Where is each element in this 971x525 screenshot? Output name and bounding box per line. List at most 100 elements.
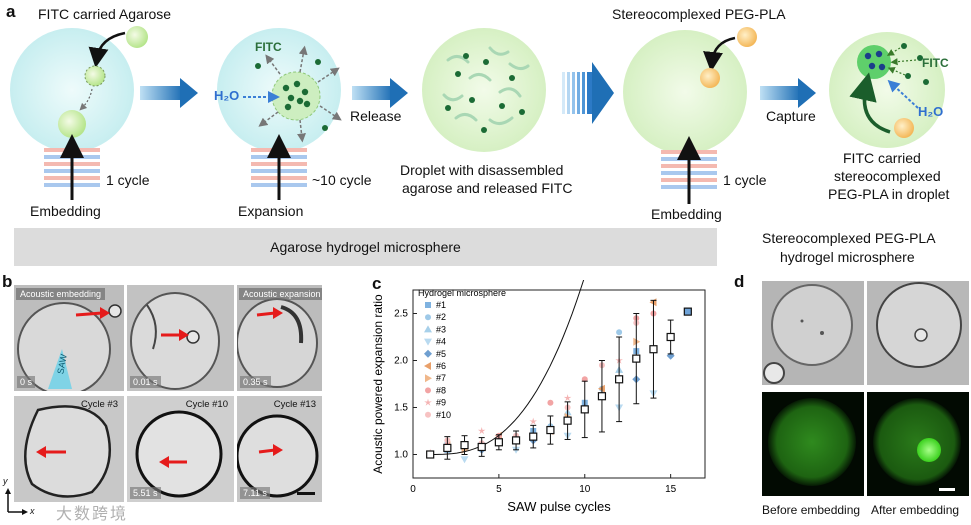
cycle-13: Cycle #13 [273, 399, 316, 410]
data-point-series-9 [529, 417, 537, 425]
legend-label-3: #3 [436, 324, 446, 334]
legend-marker-2 [425, 314, 431, 321]
x-axis-label: SAW pulse cycles [507, 499, 611, 514]
x-tick-label: 10 [579, 484, 591, 495]
photo-b2: 0.01 s [127, 285, 234, 391]
legend-marker-3 [424, 325, 432, 333]
mean-marker [529, 432, 538, 441]
mean-marker [597, 392, 607, 401]
legend-title: Hydrogel microsphere [418, 288, 506, 298]
panel-a-label: a [6, 2, 16, 21]
y-tick-label: 1.0 [394, 450, 408, 461]
peg-pla-bead [737, 27, 757, 47]
time-551: 5.51 s [130, 487, 161, 499]
label-expansion: Expansion [238, 203, 304, 219]
xy-axis-icon [5, 488, 28, 515]
agarose-bead-small [126, 26, 148, 48]
mean-marker [632, 354, 641, 363]
mean-marker [563, 416, 572, 425]
process-arrow-2 [352, 86, 392, 100]
photo-b3: Acoustic expansion 0.35 s [237, 285, 322, 391]
panel-a-schematic [10, 26, 945, 204]
data-point-series-4 [460, 456, 469, 464]
banner-peg-line1: Stereocomplexed PEG-PLA [762, 230, 936, 246]
x-tick-label: 5 [496, 484, 502, 495]
photo-d-fluor-after [867, 392, 969, 496]
legend-marker-1 [425, 302, 431, 308]
legend-label-10: #10 [436, 410, 451, 420]
droplet-3 [422, 28, 546, 152]
legend-label-5: #5 [436, 349, 446, 359]
cycle-10: Cycle #10 [185, 399, 228, 410]
data-point-series-9 [477, 427, 486, 435]
data-point-series-8 [547, 399, 554, 406]
label-fitc-1: FITC [255, 40, 282, 54]
time-035: 0.35 s [240, 376, 271, 388]
photo-d-bright-before [762, 281, 864, 385]
label-stereo-title: Stereocomplexed PEG-PLA [612, 6, 786, 22]
photo-b5: Cycle #10 5.51 s [127, 396, 234, 502]
axis-y-label: y [3, 476, 8, 486]
banner-agarose-text: Agarose hydrogel microsphere [270, 239, 461, 255]
label-droplet-line2: agarose and released FITC [402, 180, 573, 196]
label-embedding-1: Embedding [30, 203, 101, 219]
label-after-embedding: After embedding [871, 503, 960, 517]
legend-marker-10 [425, 411, 431, 418]
mean-marker [477, 442, 486, 452]
mean-marker [683, 307, 692, 316]
time-0: 0 s [17, 376, 36, 388]
x-tick-label: 0 [410, 484, 416, 495]
label-embedding-2: Embedding [651, 206, 722, 222]
embedding-curve-arrow [88, 31, 126, 68]
label-capture: Capture [766, 108, 816, 124]
label-fitc-2: FITC [922, 56, 949, 70]
label-one-cycle-2: 1 cycle [723, 172, 767, 188]
y-axis-label: Acoustic powered expansion ratio [371, 294, 385, 474]
plot-frame [412, 289, 706, 479]
legend-marker-9 [424, 398, 432, 406]
label-final-line2: stereocomplexed [834, 168, 941, 184]
y-tick-label: 1.5 [394, 403, 408, 414]
tag-acoustic-expansion: Acoustic expansion [239, 288, 322, 300]
expansion-chart: 0 5 10 15 1.0 1.5 2.0 2.5 SAW pulse cycles Acoust… [371, 280, 706, 514]
label-fitc-agarose: FITC carried Agarose [38, 6, 172, 22]
time-001: 0.01 s [130, 376, 161, 388]
mean-marker [460, 441, 469, 450]
photo-d-fluor-before [762, 392, 864, 496]
legend-marker-5 [424, 349, 432, 358]
mean-marker [666, 332, 675, 342]
cycle-3: Cycle #3 [81, 399, 118, 410]
legend-label-6: #6 [436, 361, 446, 371]
time-711: 7.11 s [240, 487, 270, 499]
legend-marker-6 [424, 362, 431, 370]
data-point-series-2 [616, 329, 623, 336]
photo-b1: Acoustic embedding SAW 0 s [14, 285, 124, 391]
mean-marker [511, 436, 521, 445]
mean-marker [649, 345, 658, 354]
y-tick-label: 2.0 [394, 356, 408, 367]
droplet-4 [623, 30, 747, 154]
banner-peg-line2: hydrogel microsphere [780, 249, 915, 265]
legend-label-8: #8 [436, 385, 446, 395]
legend-marker-4 [424, 338, 432, 346]
watermark: 大数跨境 [56, 506, 129, 523]
mean-marker [546, 425, 555, 435]
fit-curve [430, 280, 585, 455]
banner-agarose: Agarose hydrogel microsphere [14, 228, 717, 266]
panel-c-label: c [372, 274, 382, 293]
agarose-bead-embedded [58, 110, 86, 138]
legend-label-9: #9 [436, 398, 446, 408]
data-point-series-6 [597, 384, 605, 393]
photo-d-bright-after [867, 281, 969, 385]
legend-label-7: #7 [436, 373, 446, 383]
panel-d-label: d [734, 272, 745, 291]
process-arrow-1 [140, 86, 182, 100]
label-final-line3: PEG-PLA in droplet [828, 186, 950, 202]
mean-marker [494, 438, 503, 447]
x-tick-label: 15 [665, 484, 677, 495]
label-h2o-2: H₂O [918, 104, 944, 119]
data-point-series-9 [563, 394, 572, 402]
legend-label-1: #1 [436, 300, 446, 310]
label-final-line1: FITC carried [843, 150, 921, 166]
tag-acoustic-embedding: Acoustic embedding [16, 288, 106, 300]
